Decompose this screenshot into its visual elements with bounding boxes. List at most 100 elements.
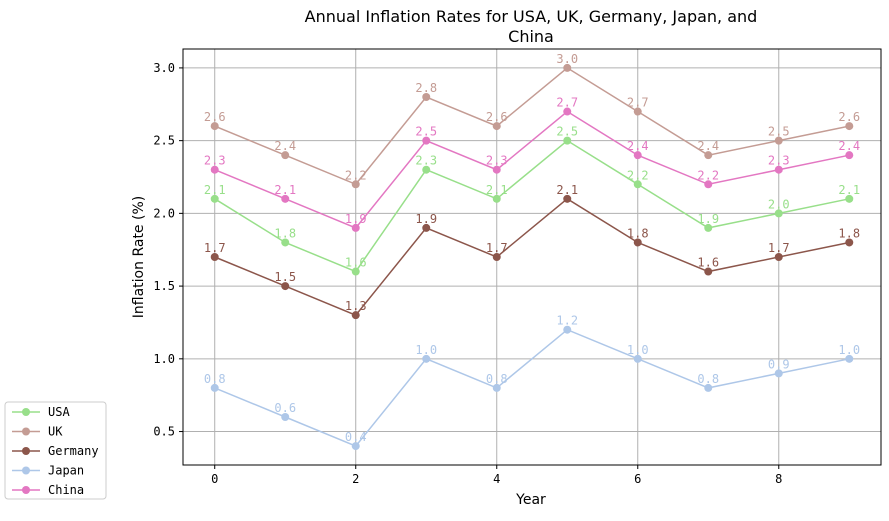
data-label-germany: 1.5 <box>274 270 296 284</box>
y-tick-label: 3.0 <box>153 61 175 75</box>
y-tick-label: 1.5 <box>153 279 175 293</box>
plot-frame <box>182 48 882 466</box>
data-label-china: 2.1 <box>274 183 296 197</box>
x-tick-label: 2 <box>352 472 359 486</box>
data-label-usa: 2.2 <box>627 168 649 182</box>
data-label-china: 2.3 <box>204 154 226 168</box>
data-label-japan: 0.8 <box>697 372 719 386</box>
legend-item-usa: USA <box>12 405 70 419</box>
y-tick-label: 2.0 <box>153 206 175 220</box>
legend-label-usa: USA <box>48 405 70 419</box>
legend-label-china: China <box>48 483 84 497</box>
data-point-uk <box>774 136 783 145</box>
data-label-germany: 1.7 <box>486 241 508 255</box>
data-point-usa <box>422 165 431 174</box>
data-point-japan <box>774 369 783 378</box>
data-label-uk: 2.6 <box>486 110 508 124</box>
legend-label-uk: UK <box>48 425 63 439</box>
data-point-usa <box>492 194 501 203</box>
data-label-japan: 1.0 <box>627 343 649 357</box>
data-point-germany <box>845 238 854 247</box>
data-label-germany: 2.1 <box>556 183 578 197</box>
data-point-germany <box>563 194 572 203</box>
data-point-china <box>774 165 783 174</box>
legend-item-japan: Japan <box>12 464 84 478</box>
data-point-uk <box>563 63 572 72</box>
data-label-china: 2.7 <box>556 96 578 110</box>
data-point-japan <box>633 354 642 363</box>
x-tick-label: 8 <box>775 472 782 486</box>
data-point-japan <box>563 325 572 334</box>
data-label-usa: 2.1 <box>838 183 860 197</box>
series-line-usa <box>214 139 850 273</box>
data-label-uk: 2.5 <box>768 125 790 139</box>
data-label-germany: 1.9 <box>415 212 437 226</box>
data-point-usa <box>210 194 219 203</box>
data-label-usa: 2.5 <box>556 125 578 139</box>
legend-marker-china <box>22 486 30 494</box>
legend-marker-uk <box>22 427 30 436</box>
data-point-uk <box>281 151 290 160</box>
legend: USA UK Germany Japan China <box>4 401 107 500</box>
data-point-china <box>422 136 431 145</box>
legend-box <box>4 401 107 500</box>
data-label-uk: 2.6 <box>838 110 860 124</box>
data-label-germany: 1.3 <box>345 299 367 313</box>
series-japan <box>210 325 854 451</box>
data-point-usa <box>704 223 713 232</box>
series-line-china <box>214 110 850 229</box>
data-point-china <box>210 165 219 174</box>
data-point-japan <box>492 383 501 392</box>
data-label-germany: 1.8 <box>838 226 860 240</box>
legend-marker-usa <box>22 408 30 416</box>
data-label-uk: 2.4 <box>697 139 719 153</box>
data-label-china: 1.9 <box>345 212 367 226</box>
y-tick-label: 2.5 <box>153 134 175 148</box>
data-label-china: 2.3 <box>486 154 508 168</box>
data-label-china: 2.4 <box>627 139 649 153</box>
data-point-uk <box>845 122 854 131</box>
series-line-uk <box>214 66 850 186</box>
data-label-uk: 2.8 <box>415 81 437 95</box>
series-germany <box>210 194 854 320</box>
legend-label-germany: Germany <box>48 444 99 458</box>
data-label-germany: 1.6 <box>697 256 719 270</box>
data-point-japan <box>210 383 219 392</box>
series-uk <box>210 63 854 189</box>
data-point-usa <box>633 180 642 189</box>
data-label-japan: 0.8 <box>486 372 508 386</box>
data-label-china: 2.5 <box>415 125 437 139</box>
data-point-china <box>563 107 572 116</box>
data-point-uk <box>492 122 501 131</box>
data-label-germany: 1.8 <box>627 226 649 240</box>
data-point-china <box>492 165 501 174</box>
data-label-usa: 1.8 <box>274 226 296 240</box>
data-point-germany <box>422 223 431 232</box>
data-label-usa: 2.0 <box>768 197 790 211</box>
legend-marker-japan <box>22 466 30 475</box>
data-point-china <box>281 194 290 203</box>
data-point-germany <box>633 238 642 247</box>
data-point-germany <box>492 253 501 261</box>
data-label-germany: 1.7 <box>768 241 790 255</box>
data-point-japan <box>351 442 360 451</box>
data-point-germany <box>351 311 360 320</box>
x-axis-label: Year <box>515 492 546 508</box>
data-point-china <box>845 151 854 160</box>
data-label-japan: 1.0 <box>838 343 860 357</box>
data-point-usa <box>774 209 783 218</box>
data-point-china <box>633 151 642 160</box>
y-tick-label: 1.0 <box>153 352 175 366</box>
data-label-uk: 2.7 <box>627 96 649 110</box>
data-label-china: 2.2 <box>697 168 719 182</box>
data-point-uk <box>704 151 713 160</box>
data-label-usa: 1.6 <box>345 256 367 270</box>
data-point-china <box>704 180 713 189</box>
series-usa <box>210 136 854 276</box>
legend-item-china: China <box>12 483 84 497</box>
x-tick-label: 6 <box>634 472 641 486</box>
data-point-usa <box>563 136 572 145</box>
data-label-japan: 0.6 <box>274 401 296 415</box>
